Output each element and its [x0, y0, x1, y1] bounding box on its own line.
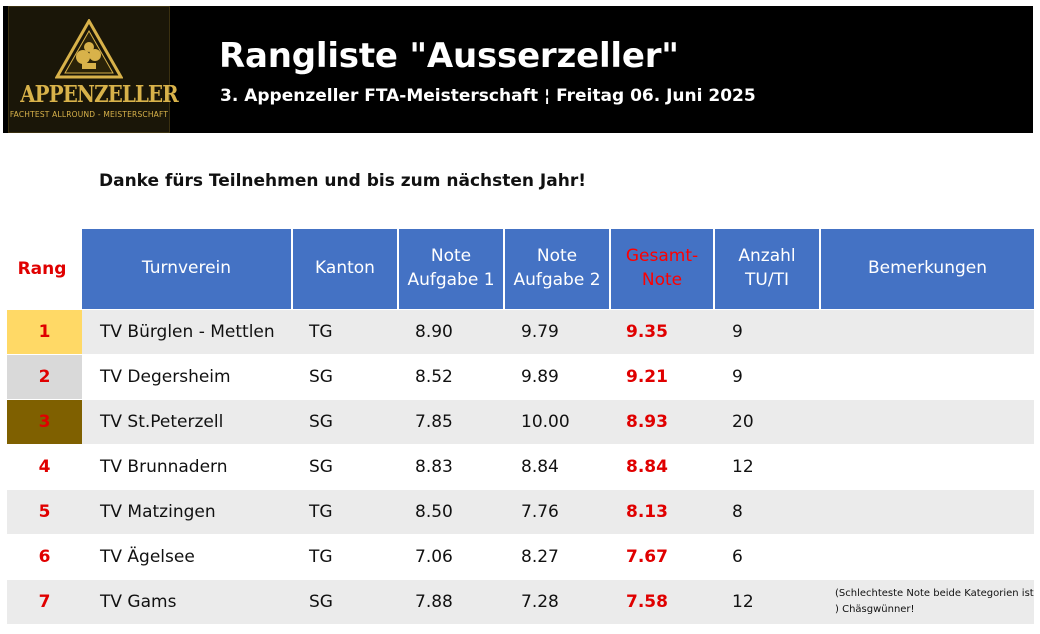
column-header-gesamt: Gesamt- Note: [609, 229, 713, 309]
kanton-cell: SG: [309, 367, 333, 387]
appenzeller-logo: APPENZELLER FACHTEST ALLROUND - MEISTERS…: [8, 6, 179, 133]
header-banner: APPENZELLER FACHTEST ALLROUND - MEISTERS…: [3, 6, 1033, 133]
verein-cell: TV Gams: [100, 592, 177, 612]
verein-cell: TV Ägelsee: [100, 547, 195, 567]
column-header-rang: Rang: [17, 259, 67, 279]
kanton-cell: TG: [309, 322, 333, 342]
anzahl-cell: 9: [732, 322, 743, 342]
note2-line2: Aufgabe 2: [513, 270, 601, 290]
gesamt-cell: 8.84: [626, 457, 668, 477]
anzahl-cell: 20: [732, 412, 754, 432]
table-row: 6 TV Ägelsee TG 7.06 8.27 7.67 6: [7, 535, 1034, 579]
note2-cell: 10.00: [521, 412, 570, 432]
column-header-bemerkungen: Bemerkungen: [819, 229, 1034, 309]
gesamt-cell: 8.13: [626, 502, 668, 522]
note1-cell: 7.85: [415, 412, 453, 432]
gesamt-cell: 8.93: [626, 412, 668, 432]
rank-cell: 1: [7, 310, 82, 354]
anzahl-cell: 12: [732, 457, 754, 477]
table-row: 5 TV Matzingen TG 8.50 7.76 8.13 8: [7, 490, 1034, 534]
gesamt-line2: Note: [641, 270, 683, 290]
kanton-cell: TG: [309, 502, 333, 522]
table-row: 2 TV Degersheim SG 8.52 9.89 9.21 9: [7, 355, 1034, 399]
note1-cell: 8.90: [415, 322, 453, 342]
verein-cell: TV Degersheim: [100, 367, 231, 387]
column-header-note1: Note Aufgabe 1: [397, 229, 503, 309]
page-title: Rangliste "Ausserzeller": [219, 36, 679, 76]
anzahl-cell: 9: [732, 367, 743, 387]
rank-cell: 6: [38, 547, 51, 567]
note1-cell: 8.52: [415, 367, 453, 387]
note1-line2: Aufgabe 1: [407, 270, 495, 290]
thanks-message: Danke fürs Teilnehmen und bis zum nächst…: [99, 171, 586, 191]
remark-cell: (Schlechteste Note beide Kategorien ist …: [835, 588, 1034, 615]
note1-cell: 8.50: [415, 502, 453, 522]
column-header-note2: Note Aufgabe 2: [503, 229, 609, 309]
note2-cell: 9.89: [521, 367, 559, 387]
rank-cell: 2: [7, 355, 82, 399]
rank-cell: 5: [38, 502, 51, 522]
kanton-cell: SG: [309, 412, 333, 432]
note1-cell: 8.83: [415, 457, 453, 477]
rank-cell: 7: [38, 592, 51, 612]
table-row: 7 TV Gams SG 7.88 7.28 7.58 12 (Schlecht…: [7, 580, 1034, 624]
anzahl-line2: TU/TI: [745, 270, 789, 290]
trophy-logo-icon: [55, 19, 123, 79]
anzahl-cell: 6: [732, 547, 743, 567]
note2-cell: 7.76: [521, 502, 559, 522]
page-subtitle: 3. Appenzeller FTA-Meisterschaft ¦ Freit…: [220, 86, 756, 106]
logo-subtitle: FACHTEST ALLROUND - MEISTERSCHAFT: [9, 110, 169, 119]
table-row: 1 TV Bürglen - Mettlen TG 8.90 9.79 9.35…: [7, 310, 1034, 354]
note2-line1: Note: [536, 246, 578, 267]
column-header-kanton: Kanton: [291, 229, 397, 309]
anzahl-cell: 8: [732, 502, 743, 522]
verein-cell: TV Brunnadern: [100, 457, 228, 477]
column-header-anzahl: Anzahl TU/TI: [713, 229, 819, 309]
gesamt-cell: 7.58: [626, 592, 668, 612]
gesamt-cell: 9.21: [626, 367, 668, 387]
rank-cell: 3: [7, 400, 82, 444]
kanton-cell: SG: [309, 457, 333, 477]
gesamt-cell: 7.67: [626, 547, 668, 567]
rank-cell: 4: [38, 457, 51, 477]
note2-cell: 8.84: [521, 457, 559, 477]
table-row: 3 TV St.Peterzell SG 7.85 10.00 8.93 20: [7, 400, 1034, 444]
note2-cell: 7.28: [521, 592, 559, 612]
gesamt-line1: Gesamt-: [625, 246, 699, 267]
note2-cell: 9.79: [521, 322, 559, 342]
anzahl-line1: Anzahl: [738, 246, 796, 267]
verein-cell: TV Bürglen - Mettlen: [100, 322, 275, 342]
note1-line1: Note: [430, 246, 472, 267]
logo-title: APPENZELLER: [20, 81, 179, 108]
note1-cell: 7.88: [415, 592, 453, 612]
gesamt-cell: 9.35: [626, 322, 668, 342]
kanton-cell: SG: [309, 592, 333, 612]
column-header-turnverein: Turnverein: [82, 229, 291, 309]
kanton-cell: TG: [309, 547, 333, 567]
verein-cell: TV Matzingen: [100, 502, 216, 522]
note1-cell: 7.06: [415, 547, 453, 567]
verein-cell: TV St.Peterzell: [100, 412, 224, 432]
table-row: 4 TV Brunnadern SG 8.83 8.84 8.84 12: [7, 445, 1034, 489]
anzahl-cell: 12: [732, 592, 754, 612]
note2-cell: 8.27: [521, 547, 559, 567]
